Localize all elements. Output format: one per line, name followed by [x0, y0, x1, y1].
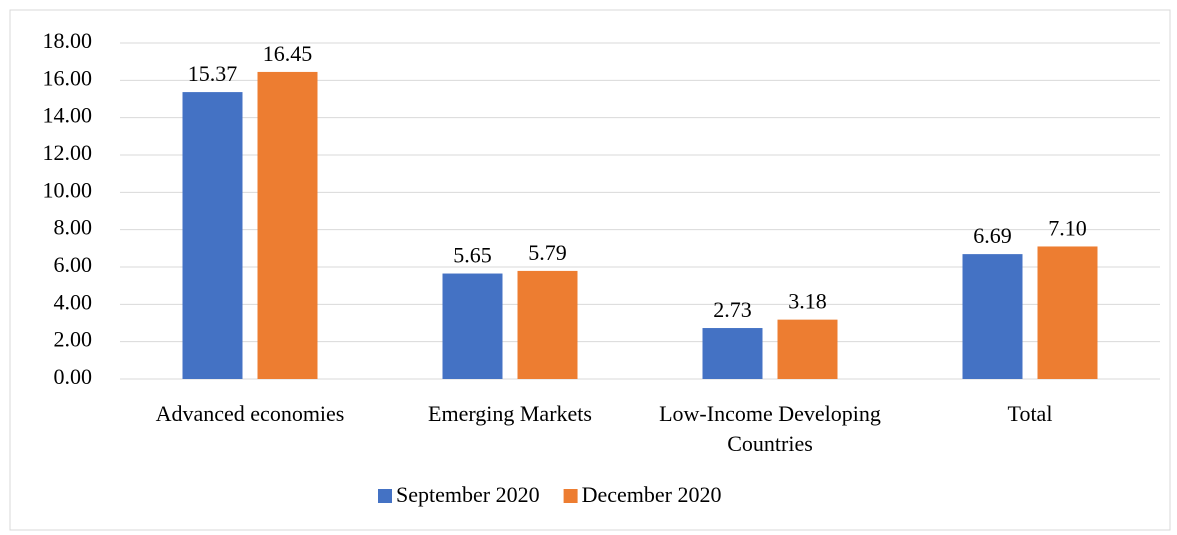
legend-swatch: [563, 489, 578, 503]
bar: [182, 92, 243, 380]
data-label: 3.18: [788, 289, 827, 314]
legend-label: December 2020: [582, 482, 722, 507]
bar: [777, 319, 838, 379]
x-tick-label: Advanced economies: [155, 401, 345, 426]
bar: [702, 328, 763, 379]
y-tick-label: 2.00: [54, 327, 93, 352]
y-tick-label: 10.00: [43, 177, 93, 202]
legend-label: September 2020: [396, 482, 540, 507]
y-tick-label: 6.00: [54, 252, 93, 277]
bar: [962, 254, 1023, 379]
data-label: 16.45: [263, 41, 313, 66]
y-tick-label: 14.00: [43, 103, 93, 128]
legend-swatch: [378, 489, 392, 503]
y-tick-label: 18.00: [43, 28, 93, 53]
chart-border: [9, 9, 1171, 531]
bar: [257, 71, 318, 379]
data-label: 15.37: [188, 61, 238, 86]
y-tick-label: 16.00: [43, 65, 93, 90]
x-tick-label: Emerging Markets: [428, 401, 592, 426]
data-label: 5.65: [453, 243, 492, 268]
x-tick-label: Total: [1007, 401, 1053, 426]
y-tick-label: 0.00: [54, 364, 93, 389]
data-label: 5.79: [528, 240, 567, 265]
y-tick-label: 8.00: [54, 215, 93, 240]
bar: [1037, 246, 1098, 379]
y-tick-label: 12.00: [43, 140, 93, 165]
bar: [442, 273, 503, 379]
data-label: 2.73: [713, 297, 752, 322]
data-label: 7.10: [1048, 216, 1087, 241]
y-tick-label: 4.00: [54, 289, 93, 314]
bar: [517, 270, 578, 379]
data-label: 6.69: [973, 223, 1012, 248]
x-tick-label: Low-Income Developing Countries: [659, 401, 881, 456]
